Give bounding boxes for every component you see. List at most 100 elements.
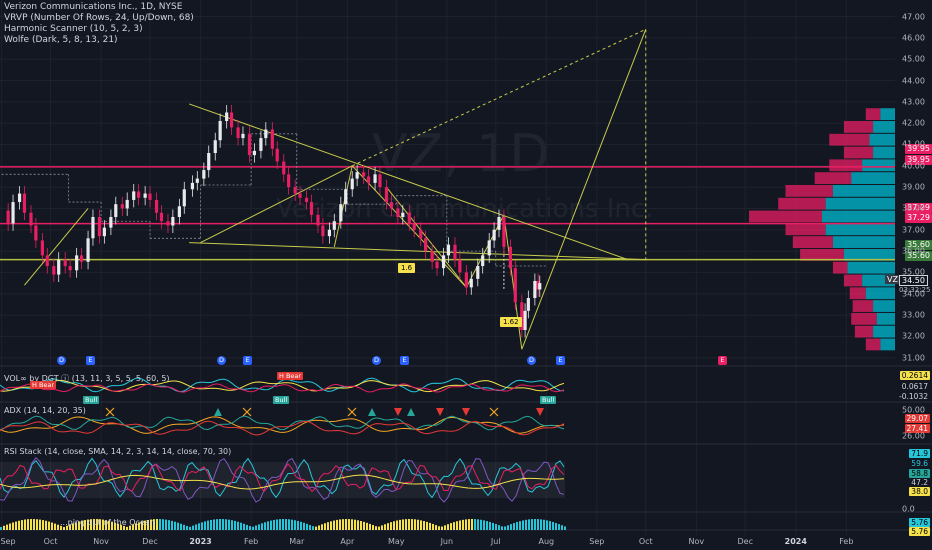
candle-body	[327, 229, 332, 237]
ocean-bar	[369, 523, 371, 530]
ocean-bar	[33, 519, 35, 530]
ocean-bar	[324, 523, 326, 530]
ocean-bar	[483, 520, 485, 530]
earnings-marker[interactable]: E	[86, 356, 95, 365]
ocean-bar	[384, 524, 386, 530]
candle-body	[264, 129, 268, 139]
candle-body	[412, 223, 416, 230]
ocean-bar	[453, 522, 455, 530]
price-axis-tick: 38.00	[902, 203, 925, 213]
price-axis-tick: 35.00	[902, 267, 925, 277]
candle-body	[34, 225, 38, 241]
candle-body	[298, 193, 302, 198]
volume-profile-up	[825, 197, 895, 210]
candle-body	[225, 112, 229, 122]
vol-tag-bull: Bull	[540, 396, 557, 404]
ocean-bar	[72, 523, 74, 530]
time-axis-tick: Oct	[43, 537, 58, 546]
adx-cross-marker	[347, 407, 357, 417]
time-axis-tick: 2024	[784, 537, 807, 546]
earnings-marker[interactable]: E	[556, 356, 565, 365]
candle-body	[91, 216, 95, 239]
earnings-marker[interactable]: E	[400, 356, 409, 365]
ocean-bar	[159, 519, 161, 530]
volume-profile-down	[843, 121, 874, 133]
candle-body	[45, 255, 49, 267]
adx-up-marker	[407, 408, 415, 416]
candle-body	[309, 202, 314, 215]
ocean-bar	[114, 522, 116, 530]
vol-indicator-title[interactable]: VOL∞ by DGT ⓘ (13, 11, 3, 5, 5, 5, 60, 5…	[4, 374, 170, 383]
ocean-bar	[564, 526, 566, 530]
adx-down-marker	[462, 408, 470, 416]
ocean-bar	[246, 524, 248, 530]
bottom-indicator-title[interactable]: ...ping out of the Ocean	[60, 518, 155, 527]
ocean-bar	[456, 521, 458, 530]
candle-body	[270, 129, 274, 149]
legend-vrvp[interactable]: VRVP (Number Of Rows, 24, Up/Down, 68)	[4, 13, 194, 23]
earnings-marker-future[interactable]: E	[718, 356, 727, 365]
ocean-bar	[177, 522, 179, 530]
earnings-marker[interactable]: E	[243, 356, 252, 365]
level-badge-39-95-b: 39.95	[905, 155, 932, 165]
ocean-bar	[84, 520, 86, 530]
candle-body	[476, 266, 480, 279]
price-axis-tick: 45.00	[902, 54, 925, 64]
legend-symbol[interactable]: Verizon Communications Inc., 1D, NYSE	[4, 2, 183, 12]
volume-profile-up	[869, 133, 895, 146]
ocean-bar	[102, 519, 104, 530]
ocean-bar	[417, 519, 419, 530]
candle-body	[79, 255, 84, 262]
ocean-bar	[87, 519, 89, 530]
rsi-tick: 0.0	[902, 504, 915, 514]
rsi-indicator-title[interactable]: RSI Stack (14, close, SMA, 14, 2, 3, 14,…	[4, 447, 232, 456]
level-badge-37-29-b: 37.29	[905, 213, 932, 223]
ocean-bar	[15, 521, 17, 530]
ocean-bar	[516, 522, 518, 530]
ocean-bar	[231, 520, 233, 530]
legend-wolfe[interactable]: Wolfe (Dark, 5, 8, 13, 21)	[4, 35, 118, 45]
wolfe-line	[189, 242, 646, 261]
ocean-bar	[117, 523, 119, 530]
price-axis-tick: 43.00	[902, 97, 925, 107]
ocean-bar	[429, 522, 431, 530]
ocean-bar	[63, 526, 65, 530]
volume-profile-up	[876, 312, 895, 325]
level-badge-37-29-a: 37.29	[905, 203, 932, 213]
ocean-bar	[192, 525, 194, 530]
ocean-bar	[42, 520, 44, 530]
time-axis-tick: Nov	[93, 537, 109, 546]
vol-tag-bull: Bull	[273, 396, 290, 404]
ocean-bar	[471, 519, 473, 530]
fib-label-1-6: 1.6	[398, 263, 416, 273]
ocean-bar	[96, 519, 98, 530]
ocean-bar	[375, 526, 377, 530]
dividend-marker[interactable]: D	[57, 356, 66, 365]
legend-harmonic[interactable]: Harmonic Scanner (10, 5, 2, 3)	[4, 24, 143, 34]
candle-body	[401, 212, 405, 217]
adx-indicator-title[interactable]: ADX (14, 14, 20, 35)	[4, 406, 86, 415]
dividend-marker[interactable]: D	[372, 356, 381, 365]
ocean-bar	[549, 521, 551, 530]
price-axis-tick: 46.00	[902, 33, 925, 43]
candle-body	[366, 176, 371, 183]
dividend-marker[interactable]: D	[527, 356, 536, 365]
ocean-bar	[504, 526, 506, 530]
volume-profile-down	[778, 197, 826, 210]
volume-profile-down	[792, 236, 833, 248]
ocean-bar	[171, 520, 173, 530]
adx-cross-marker	[489, 407, 499, 417]
time-axis-tick: 2023	[189, 537, 212, 546]
adx-down-marker	[536, 408, 544, 416]
candle-body	[57, 259, 61, 275]
ocean-bar	[357, 520, 359, 530]
candle-body	[213, 140, 217, 154]
ocean-bar	[135, 523, 137, 530]
dividend-marker[interactable]: D	[217, 356, 226, 365]
time-axis-tick: May	[387, 537, 405, 546]
ocean-bar	[165, 519, 167, 530]
ocean-bar	[345, 519, 347, 530]
volume-profile-up	[843, 248, 895, 261]
price-axis-tick: 31.00	[902, 353, 925, 363]
